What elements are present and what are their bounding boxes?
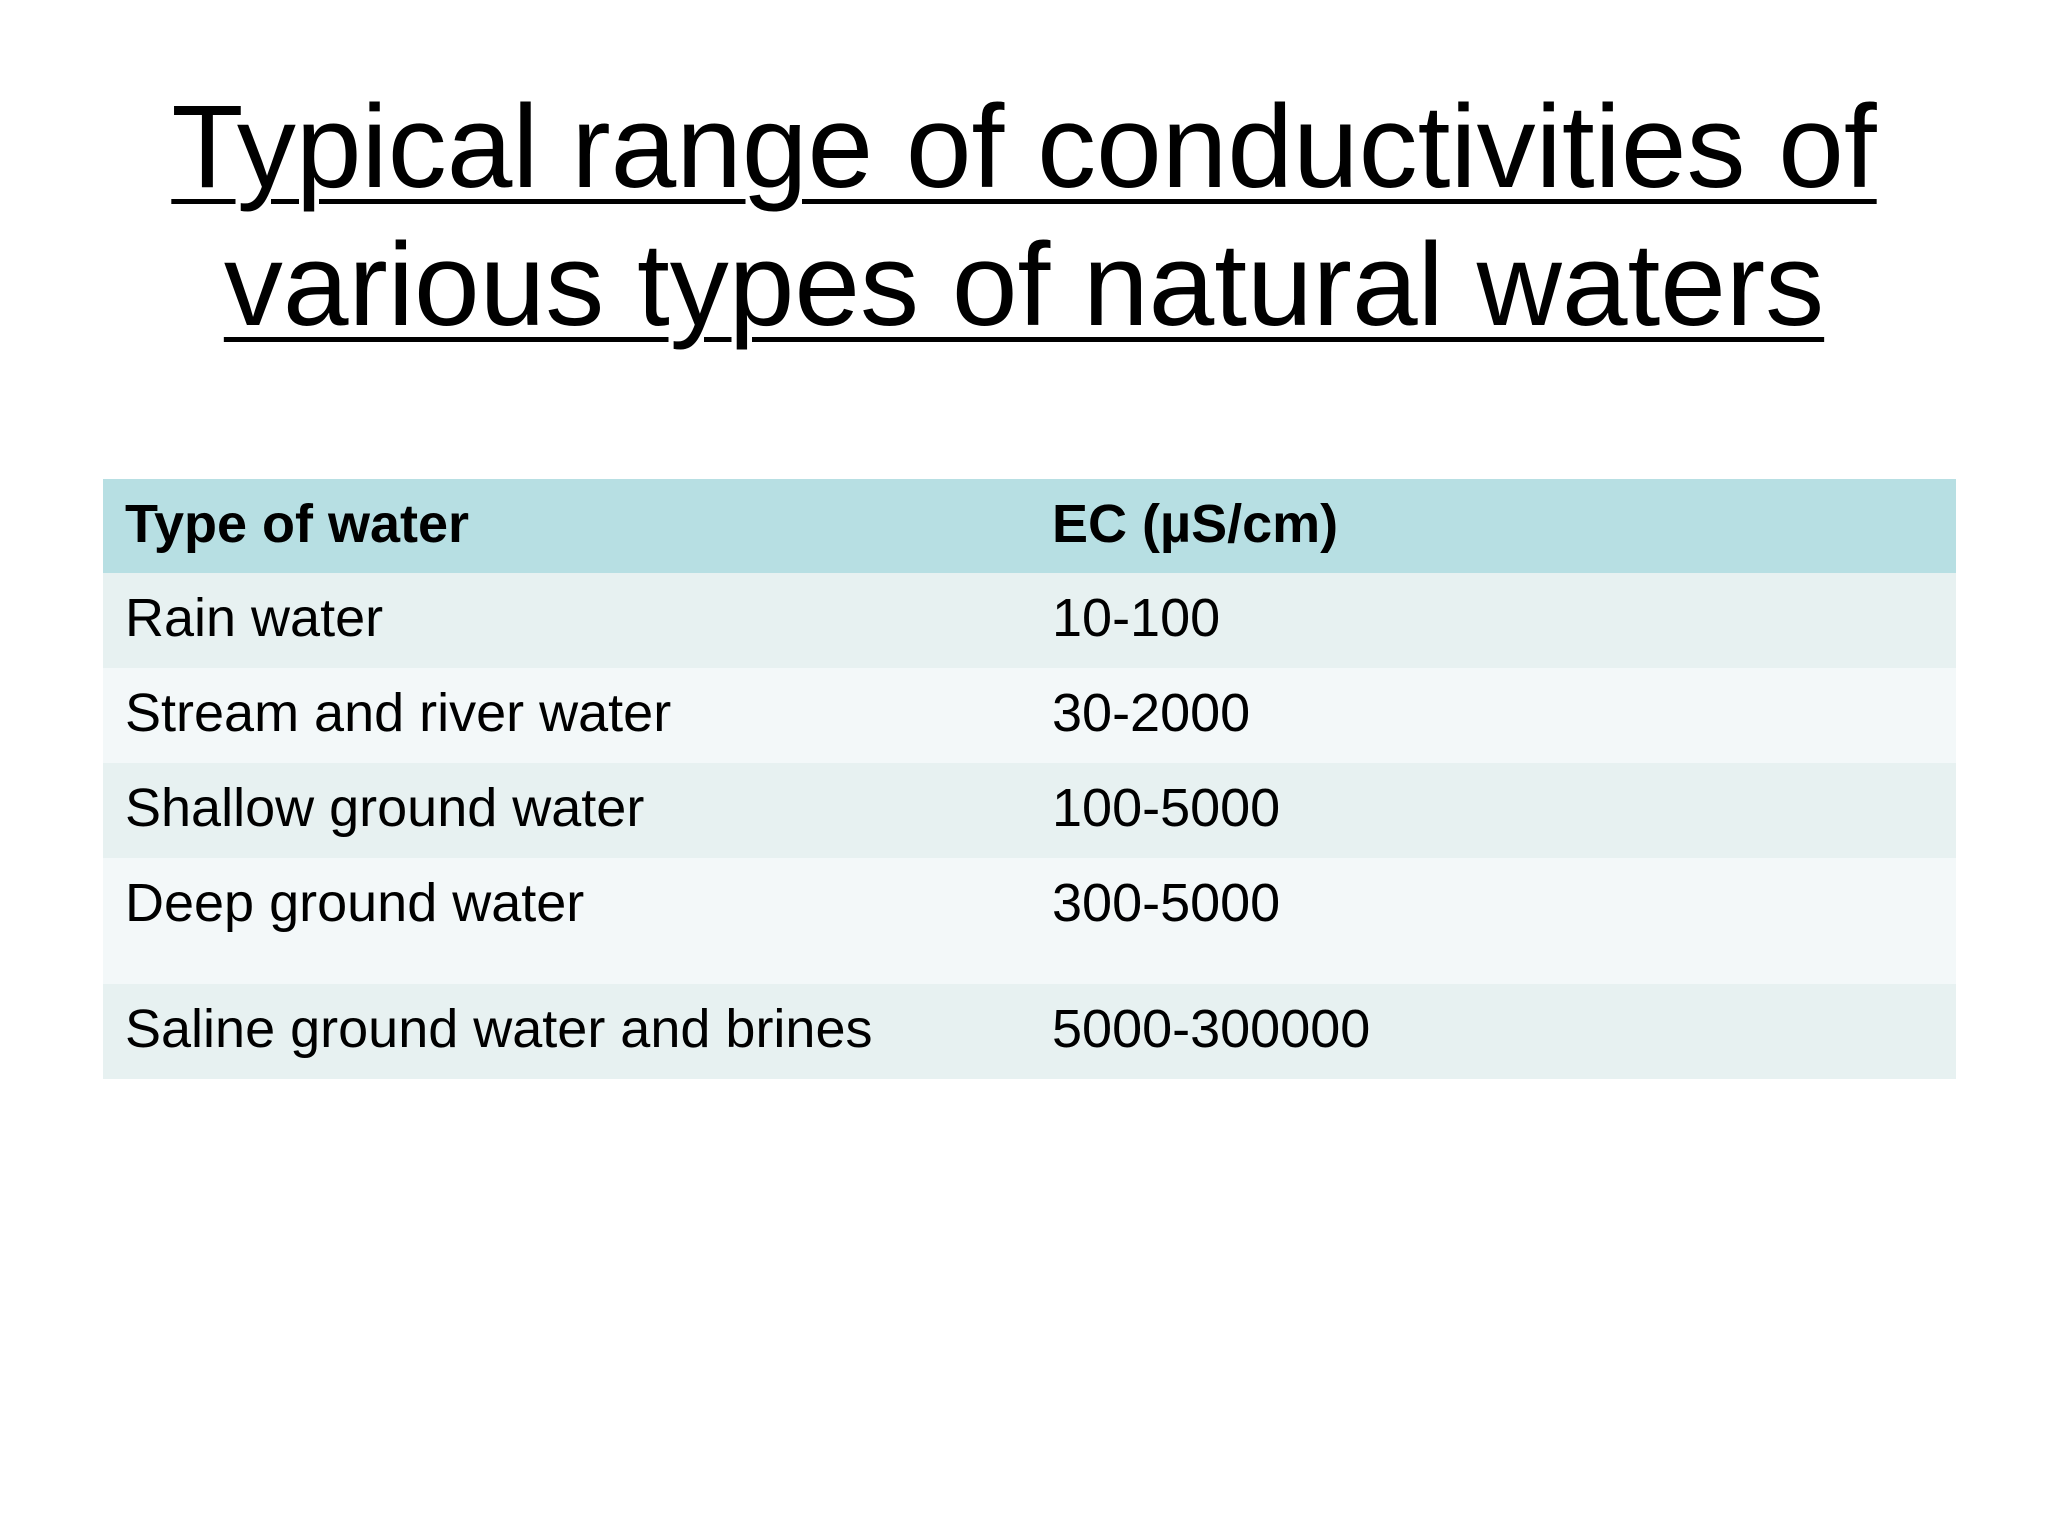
water-type-cell: Deep ground water — [103, 858, 1030, 984]
ec-value-cell: 10-100 — [1030, 573, 1956, 668]
water-type-cell: Saline ground water and brines — [103, 984, 1030, 1079]
table-row: Shallow ground water 100-5000 — [103, 763, 1956, 858]
slide-title: Typical range of conductivities of vario… — [0, 78, 2048, 354]
slide-title-line-2: various types of natural waters — [223, 219, 1825, 351]
slide-title-line-1: Typical range of conductivities of — [171, 81, 1877, 213]
table-row: Stream and river water 30-2000 — [103, 668, 1956, 763]
table-header-row: Type of water EC (µS/cm) — [103, 479, 1956, 573]
header-ec: EC (µS/cm) — [1030, 479, 1956, 573]
conductivity-table: Type of water EC (µS/cm) Rain water 10-1… — [103, 479, 1956, 1079]
table-row: Saline ground water and brines 5000-3000… — [103, 984, 1956, 1079]
ec-value-cell: 5000-300000 — [1030, 984, 1956, 1079]
water-type-cell: Shallow ground water — [103, 763, 1030, 858]
ec-value-cell: 100-5000 — [1030, 763, 1956, 858]
table-row: Deep ground water 300-5000 — [103, 858, 1956, 984]
water-type-cell: Rain water — [103, 573, 1030, 668]
ec-value-cell: 300-5000 — [1030, 858, 1956, 984]
ec-value-cell: 30-2000 — [1030, 668, 1956, 763]
water-type-cell: Stream and river water — [103, 668, 1030, 763]
header-type-of-water: Type of water — [103, 479, 1030, 573]
table-row: Rain water 10-100 — [103, 573, 1956, 668]
